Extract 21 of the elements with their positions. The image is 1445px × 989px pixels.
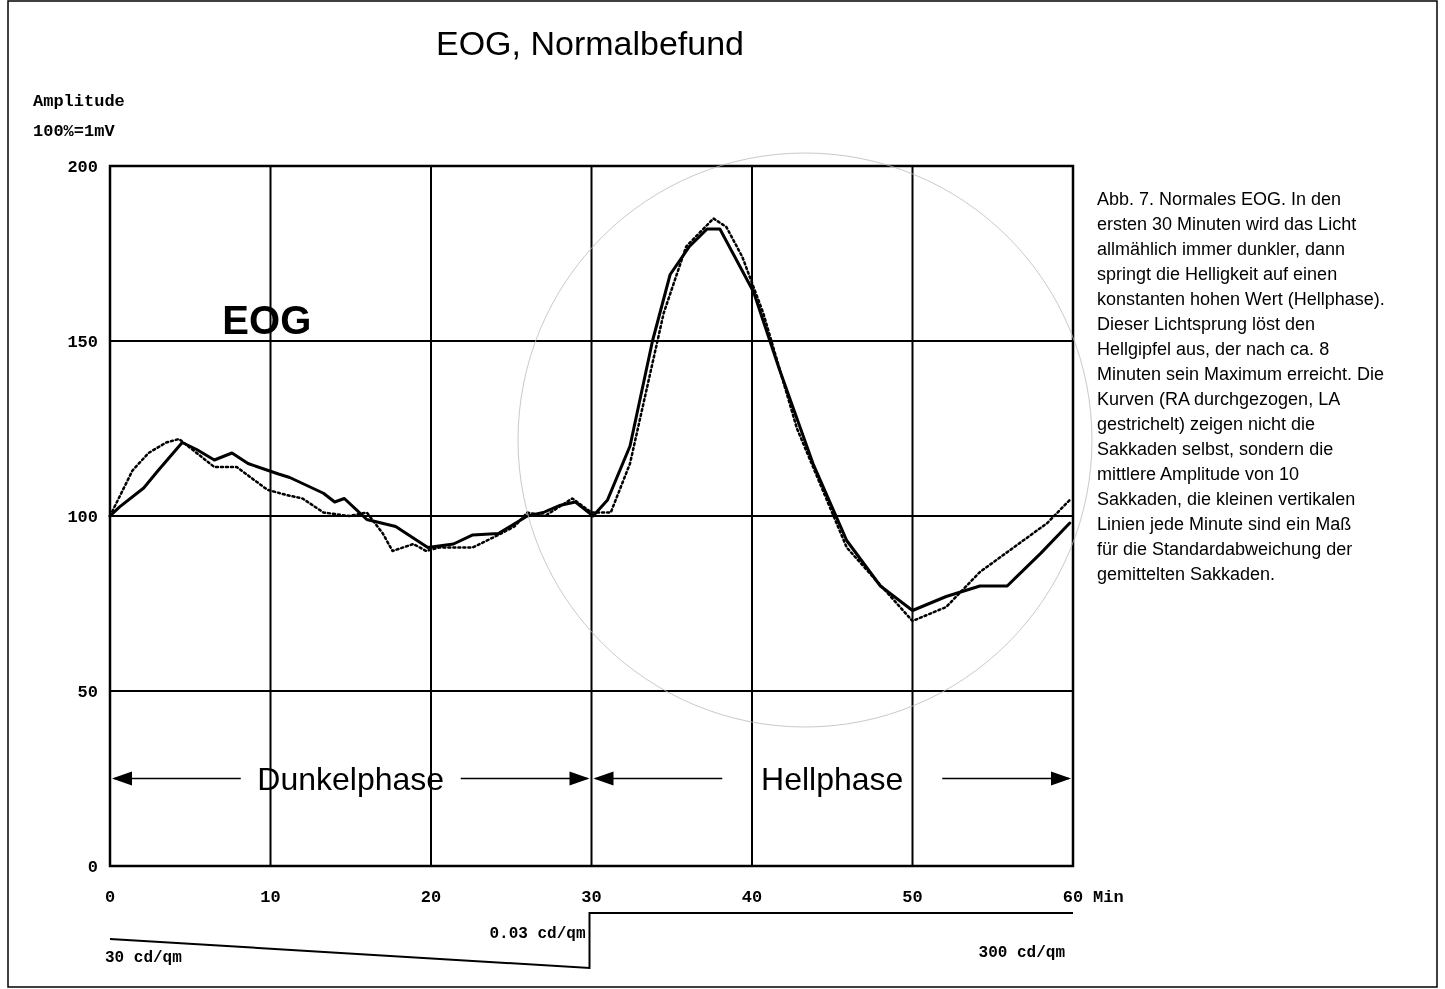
x-tick-label: 50 — [902, 888, 923, 907]
y-tick-label: 150 — [67, 333, 98, 352]
y-tick-label: 50 — [77, 683, 98, 702]
x-tick-label: 10 — [260, 888, 281, 907]
y-axis-title: Amplitude — [33, 92, 125, 111]
x-tick-label: 0 — [104, 888, 116, 907]
x-tick-label: 60 — [1062, 888, 1084, 907]
chart-title: EOG, Normalbefund — [435, 24, 745, 62]
text: 300 cd/qm — [978, 944, 1066, 962]
x-tick-label: 30 — [581, 888, 602, 907]
x-tick-label: 40 — [741, 888, 763, 907]
text: 30 cd/qm — [105, 949, 183, 967]
y-tick-label: 100 — [67, 508, 98, 527]
y-tick-label: 0 — [87, 858, 98, 877]
text: 100%=1mV — [33, 122, 116, 141]
y-tick-label: 200 — [67, 158, 98, 177]
annotation: Hellphase — [761, 760, 904, 797]
text: Abb. 7. Normales EOG. In den ersten 30 Minuten wird das Licht allmählich immer dunkler, dann springt die Helligkeit auf einen konstanten hohen Wert (Hellphase). Dieser Lichtsprung löst den Hellgipfel aus, der nach ca. 8 Minuten sein Maximum erreicht. Die Kurven (RA durchgezogen, LA gestrichelt) zeigen nicht die Sakkaden selbst, sondern die mittlere Amplitude von 10 Sakkaden, die kleinen vertikalen Linien jede Minute sind ein Maß für die Standardabweichung der gemittelten Sakkaden. — [1097, 189, 1385, 584]
text: 0.03 cd/qm — [489, 925, 586, 943]
x-tick-label: 20 — [420, 888, 442, 907]
x-axis-title: Min — [1093, 888, 1124, 907]
